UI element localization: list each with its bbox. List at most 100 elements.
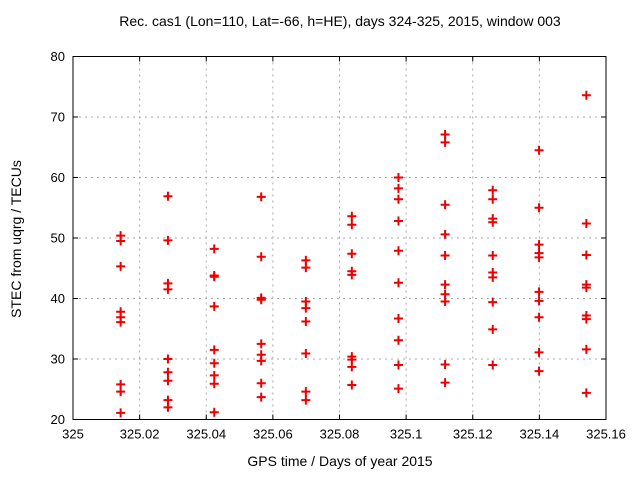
data-point-marker <box>534 203 544 213</box>
x-tick-label: 325.12 <box>453 427 493 442</box>
x-tick-label: 325 <box>62 427 84 442</box>
data-point-marker <box>301 316 311 326</box>
data-point-marker <box>393 246 403 256</box>
data-point-marker <box>163 367 173 377</box>
data-point-marker <box>301 263 311 273</box>
data-point-marker <box>347 249 357 259</box>
data-point-marker <box>581 344 591 354</box>
data-point-marker <box>393 216 403 226</box>
data-point-marker <box>163 191 173 201</box>
y-tick-label: 80 <box>51 49 65 64</box>
data-point-marker <box>534 240 544 250</box>
data-point-marker <box>256 392 266 402</box>
data-point-marker <box>488 217 498 227</box>
x-tick-label: 325.16 <box>586 427 626 442</box>
data-point-marker <box>393 335 403 345</box>
data-point-marker <box>209 358 219 368</box>
data-point-marker <box>534 252 544 262</box>
x-axis-label: GPS time / Days of year 2015 <box>247 453 433 469</box>
data-point-marker <box>393 360 403 370</box>
data-point-marker <box>440 378 450 388</box>
data-point-marker <box>116 408 126 418</box>
x-tick-label: 325.02 <box>120 427 160 442</box>
data-point-marker <box>488 360 498 370</box>
data-point-marker <box>256 295 266 305</box>
data-point-marker <box>488 185 498 195</box>
data-point-marker <box>581 388 591 398</box>
data-point-marker <box>347 211 357 221</box>
data-point-marker <box>440 359 450 369</box>
data-point-marker <box>163 235 173 245</box>
data-point-marker <box>163 402 173 412</box>
data-point-marker <box>393 194 403 204</box>
data-point-marker <box>116 236 126 246</box>
y-tick-label: 50 <box>51 231 65 246</box>
data-point-marker <box>488 194 498 204</box>
data-point-marker <box>163 284 173 294</box>
data-point-marker <box>581 218 591 228</box>
data-point-marker <box>393 313 403 323</box>
data-point-marker <box>534 296 544 306</box>
data-point-marker <box>301 349 311 359</box>
x-tick-label: 325.04 <box>186 427 226 442</box>
data-point-marker <box>347 362 357 372</box>
data-point-marker <box>488 324 498 334</box>
data-point-marker <box>116 317 126 327</box>
data-point-marker <box>534 145 544 155</box>
data-point-marker <box>534 366 544 376</box>
data-point-marker <box>534 347 544 357</box>
data-point-marker <box>440 229 450 239</box>
data-point-marker <box>581 90 591 100</box>
data-point-marker <box>488 297 498 307</box>
data-point-marker <box>301 395 311 405</box>
data-point-marker <box>393 384 403 394</box>
data-point-marker <box>488 251 498 261</box>
data-point-marker <box>440 137 450 147</box>
data-point-marker <box>209 370 219 380</box>
data-point-marker <box>581 314 591 324</box>
data-point-marker <box>301 387 311 397</box>
data-point-marker <box>347 380 357 390</box>
data-point-marker <box>488 272 498 282</box>
data-point-marker <box>440 297 450 307</box>
data-point-marker <box>440 130 450 140</box>
data-point-marker <box>440 280 450 290</box>
data-point-marker <box>116 387 126 397</box>
chart-title: Rec. cas1 (Lon=110, Lat=-66, h=HE), days… <box>119 13 561 29</box>
data-point-marker <box>301 303 311 313</box>
x-tick-label: 325.08 <box>320 427 360 442</box>
data-point-marker <box>209 244 219 254</box>
plot-border <box>72 56 607 420</box>
y-tick-label: 60 <box>51 170 65 185</box>
data-point-marker <box>163 376 173 386</box>
data-point-marker <box>163 354 173 364</box>
data-point-marker <box>209 272 219 282</box>
data-point-marker <box>393 183 403 193</box>
x-tick-label: 325.14 <box>519 427 559 442</box>
data-point-marker <box>256 378 266 388</box>
data-point-marker <box>393 278 403 288</box>
data-point-marker <box>347 220 357 230</box>
data-point-marker <box>256 356 266 366</box>
data-point-marker <box>534 287 544 297</box>
data-point-marker <box>209 301 219 311</box>
data-point-marker <box>581 250 591 260</box>
x-tick-label: 325.06 <box>253 427 293 442</box>
data-point-marker <box>209 345 219 355</box>
data-point-marker <box>116 261 126 271</box>
y-tick-label: 40 <box>51 291 65 306</box>
data-point-marker <box>581 283 591 293</box>
data-point-marker <box>256 192 266 202</box>
y-tick-label: 30 <box>51 352 65 367</box>
data-point-marker <box>256 339 266 349</box>
data-point-marker <box>347 270 357 280</box>
y-tick-label: 20 <box>51 412 65 427</box>
data-point-marker <box>440 251 450 261</box>
data-point-marker <box>534 312 544 322</box>
y-tick-label: 70 <box>51 110 65 125</box>
data-point-marker <box>440 200 450 210</box>
data-point-marker <box>209 379 219 389</box>
data-point-marker <box>393 173 403 182</box>
